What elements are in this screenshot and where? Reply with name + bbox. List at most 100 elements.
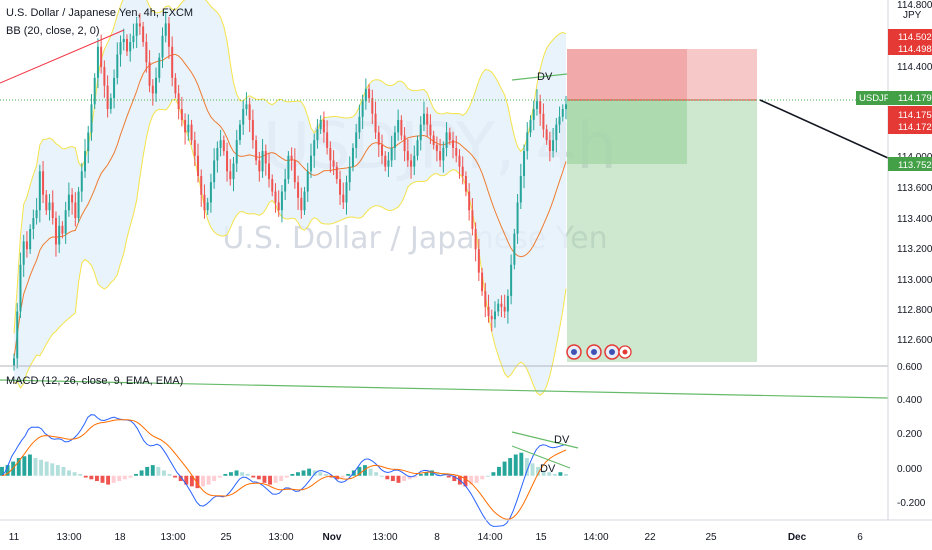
macd-histogram-bar <box>519 452 524 476</box>
price-divergence-line[interactable] <box>511 73 568 81</box>
candle-body <box>300 197 303 211</box>
candle-body <box>216 147 219 161</box>
macd-divergence-line-top[interactable] <box>511 431 579 449</box>
black-projection-line[interactable] <box>759 99 889 159</box>
macd-histogram-bar <box>530 463 535 476</box>
macd-histogram-bar <box>346 473 351 476</box>
macd-histogram-bar <box>111 475 116 483</box>
us-flag-icon <box>566 344 582 360</box>
macd-histogram-bar <box>284 475 289 478</box>
macd-histogram-bar <box>424 472 429 476</box>
candle-body <box>326 132 329 148</box>
candle-body <box>306 171 309 192</box>
red-trendline[interactable] <box>0 29 125 84</box>
line-end-price: 113.752 <box>898 160 932 171</box>
macd-histogram-bar <box>167 473 172 476</box>
candle-body <box>529 119 532 133</box>
candle-body <box>523 151 526 176</box>
macd-histogram-bar <box>524 458 529 476</box>
macd-histogram-bar <box>61 466 66 476</box>
bb-upper-line <box>13 0 567 334</box>
candlesticks <box>13 11 567 371</box>
macd-histogram-bar <box>307 468 312 476</box>
candle-body <box>393 132 396 148</box>
macd-histogram-bar <box>55 465 60 476</box>
candle-body <box>552 140 555 152</box>
candle-body <box>332 160 335 167</box>
macd-histogram-bar <box>268 475 272 485</box>
macd-long-trendline[interactable] <box>0 379 889 399</box>
candle-body <box>493 311 496 320</box>
candle-body <box>93 77 96 105</box>
candle-body <box>329 147 332 161</box>
candle-body <box>432 135 435 145</box>
macd-histogram-bar <box>446 475 451 478</box>
macd-histogram-bar <box>323 473 328 476</box>
macd-divergence-label-top: DV <box>554 434 570 446</box>
candle-body <box>358 116 361 133</box>
candle-body <box>452 140 455 148</box>
macd-histogram-bar <box>262 475 267 483</box>
candle-body <box>48 202 51 211</box>
candle-body <box>406 151 409 161</box>
macd-histogram-bar <box>407 475 412 480</box>
candle-body <box>206 202 209 211</box>
macd-histogram-bar <box>430 470 434 476</box>
candle-body <box>19 264 22 312</box>
candle-body <box>187 124 190 133</box>
candle-body <box>565 104 567 110</box>
candle-body <box>500 303 503 307</box>
macd-histogram-bar <box>374 472 379 476</box>
profit-zone-ext <box>567 164 757 362</box>
chart-title[interactable]: U.S. Dollar / Japanese Yen, 4h, FXCM <box>6 7 193 19</box>
candle-body <box>351 147 354 167</box>
us-flag-icon <box>604 344 620 360</box>
candle-body <box>84 151 87 172</box>
candle-body <box>226 151 229 172</box>
stop-price-top: 114.175 <box>898 110 932 121</box>
bb-indicator-label[interactable]: BB (20, close, 2, 0) <box>6 25 100 37</box>
candle-body <box>151 85 154 94</box>
candle-body <box>142 26 145 43</box>
macd-histogram-bar <box>201 475 205 487</box>
candle-body <box>45 194 48 211</box>
candle-body <box>503 306 506 312</box>
candle-body <box>287 155 290 180</box>
macd-histogram-bar <box>363 465 367 476</box>
macd-histogram-bar <box>22 456 27 476</box>
candle-body <box>122 38 125 43</box>
price-axis[interactable]: 114.800 JPY 114.400 114.000 113.600 113.… <box>856 0 932 520</box>
candle-body <box>106 85 109 110</box>
candle-body <box>510 264 513 296</box>
candle-body <box>268 163 271 180</box>
candle-body <box>229 171 232 180</box>
stop-zone <box>567 49 687 100</box>
macd-histogram-bar <box>463 475 468 487</box>
candle-body <box>190 124 193 141</box>
candle-body <box>490 316 493 320</box>
macd-divergence-line-bottom[interactable] <box>511 445 571 469</box>
candle-body <box>203 194 206 211</box>
macd-histogram-bar <box>469 475 474 485</box>
time-axis[interactable]: 11 13:00 18 13:00 25 13:00 Nov 13:00 8 1… <box>0 519 932 543</box>
candle-body <box>177 93 180 110</box>
macd-indicator-label[interactable]: MACD (12, 26, close, 9, EMA, EMA) <box>6 375 183 387</box>
macd-histogram-bar <box>0 466 4 476</box>
macd-histogram-bar <box>485 475 490 477</box>
candle-body <box>377 132 380 145</box>
time-label: 14:00 <box>477 532 502 543</box>
macd-divergence-label-bottom: DV <box>540 463 556 475</box>
candle-body <box>461 166 464 176</box>
candle-body <box>64 210 67 234</box>
macd-histogram-bar <box>156 466 161 476</box>
time-label: 13:00 <box>268 532 293 543</box>
short-position-tool[interactable] <box>567 49 757 362</box>
last-price-tag <box>888 91 932 105</box>
candle-body <box>410 160 413 167</box>
last-price-text: 114.179 <box>898 93 932 104</box>
candle-body <box>171 46 174 78</box>
candle-body <box>100 46 103 67</box>
candle-body <box>255 140 258 161</box>
candle-body <box>384 155 387 167</box>
